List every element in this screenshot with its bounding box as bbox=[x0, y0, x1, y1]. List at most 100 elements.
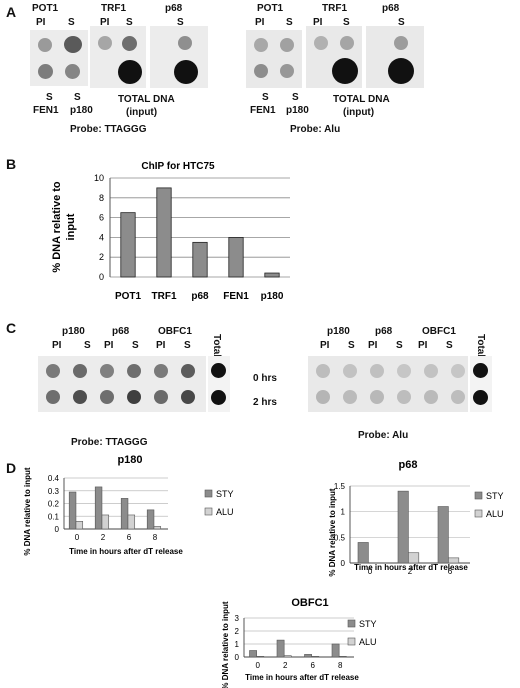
chart-obfc1: OBFC1 0 1 2 3 0 2 6 8 STY ALU Time in hours after d… bbox=[221, 597, 377, 688]
a-left-blot-2 bbox=[90, 26, 146, 88]
c-left-total: Total bbox=[211, 334, 222, 358]
chart-xtick: 6 bbox=[448, 567, 453, 576]
chart-p68: p68 0 0.5 1 1.5 0 2 6 STY ALU Time in hours after … bbox=[328, 459, 504, 577]
a-left-p180-label: p180 bbox=[70, 105, 93, 116]
legend-swatch-alu bbox=[474, 509, 483, 518]
chart-xtick: 8 bbox=[338, 661, 343, 670]
c-right-total-blot bbox=[470, 356, 492, 412]
a-right-lane-s-2: S bbox=[343, 17, 350, 28]
chart-bar-sty bbox=[146, 509, 155, 530]
c-right-group-p180: p180 bbox=[327, 326, 350, 337]
chart-title: p180 bbox=[117, 454, 142, 466]
c-left-lane-2: S bbox=[84, 340, 91, 351]
chart-title: p68 bbox=[399, 459, 418, 471]
chart-xtick: 0 bbox=[75, 533, 80, 542]
chart-ytick: 1 bbox=[341, 508, 346, 517]
blot-spot bbox=[46, 390, 60, 404]
a-left-s-label: S bbox=[46, 92, 53, 103]
chart-ylabel: % DNA relative to input bbox=[221, 601, 230, 688]
chart-b-ytick: 0 bbox=[99, 272, 104, 282]
blot-spot bbox=[451, 364, 465, 378]
c-left-lane-4: S bbox=[132, 340, 139, 351]
chart-bar-alu bbox=[153, 526, 162, 530]
blot-spot bbox=[127, 390, 141, 404]
chart-bar-sty bbox=[249, 650, 257, 658]
chart-xtick: 8 bbox=[153, 533, 158, 542]
c-right-lane-2: S bbox=[348, 340, 355, 351]
chart-b-xtick: p180 bbox=[261, 291, 284, 302]
chart-bar-alu bbox=[127, 514, 136, 530]
a-left-total-label: TOTAL DNA bbox=[118, 94, 175, 105]
c-left-lane-6: S bbox=[184, 340, 191, 351]
blot-spot bbox=[100, 390, 114, 404]
blot-spot bbox=[424, 390, 438, 404]
chart-ytick: 0 bbox=[235, 653, 240, 662]
chart-xtick: 0 bbox=[368, 567, 373, 576]
legend-label-sty: STY bbox=[359, 619, 377, 629]
blot-spot bbox=[181, 390, 195, 404]
blot-spot bbox=[316, 390, 330, 404]
chart-b-bar bbox=[228, 237, 244, 278]
chart-bar-sty bbox=[68, 491, 77, 530]
a-left-col-p68: p68 bbox=[165, 3, 183, 14]
panel-c-letter: C bbox=[6, 320, 17, 336]
c-right-total: Total bbox=[475, 334, 486, 358]
chart-bar-sty bbox=[94, 486, 103, 530]
a-left-lane-s-1: S bbox=[68, 17, 75, 28]
chart-b-ytick: 10 bbox=[94, 173, 104, 183]
chart-xlabel: Time in hours after dT release bbox=[245, 673, 359, 682]
chart-b-ytick: 2 bbox=[99, 252, 104, 262]
a-left-col-pot1: POT1 bbox=[32, 3, 59, 14]
legend-swatch-alu bbox=[347, 637, 356, 646]
chart-bar-sty bbox=[437, 506, 449, 564]
a-left-probe: Probe: TTAGGG bbox=[70, 124, 147, 135]
blot-spot bbox=[316, 364, 330, 378]
c-left-group-obfc1: OBFC1 bbox=[158, 326, 192, 337]
c-right-probe: Probe: Alu bbox=[358, 430, 409, 441]
chart-bar-sty bbox=[397, 490, 409, 564]
chart-bar-alu bbox=[311, 656, 320, 658]
a-left-lane-pi-1: PI bbox=[36, 17, 46, 28]
chart-ylabel: % DNA relative to input bbox=[328, 488, 337, 576]
chart-bar-alu bbox=[408, 552, 420, 564]
blot-spot bbox=[343, 364, 357, 378]
chart-ytick: 2 bbox=[235, 627, 240, 636]
chart-bar-sty bbox=[276, 639, 285, 658]
c-right-lane-1: PI bbox=[320, 340, 330, 351]
c-right-group-obfc1: OBFC1 bbox=[422, 326, 456, 337]
chart-ytick: 0.5 bbox=[334, 533, 346, 542]
c-right-lane-5: PI bbox=[418, 340, 428, 351]
chart-xtick: 2 bbox=[101, 533, 106, 542]
chart-b-ytick: 4 bbox=[99, 232, 104, 242]
a-right-input-label: (input) bbox=[343, 107, 375, 118]
blot-spot bbox=[154, 364, 168, 378]
chart-bar-sty bbox=[357, 542, 369, 564]
chart-bar-alu bbox=[101, 514, 110, 530]
chart-b-ytick: 6 bbox=[99, 213, 104, 223]
legend-swatch-sty bbox=[347, 619, 356, 628]
blot-spot bbox=[424, 364, 438, 378]
chart-b-bar bbox=[120, 212, 136, 278]
legend-label-alu: ALU bbox=[486, 509, 504, 519]
chart-title: OBFC1 bbox=[291, 597, 328, 609]
chart-xtick: 6 bbox=[127, 533, 132, 542]
a-right-fen1-label: FEN1 bbox=[250, 105, 276, 116]
legend-label-sty: STY bbox=[216, 489, 234, 499]
chart-xtick: 2 bbox=[283, 661, 288, 670]
blot-spot bbox=[127, 364, 141, 378]
blot-spot bbox=[397, 390, 411, 404]
c-time-2: 2 hrs bbox=[253, 397, 277, 408]
chart-ytick: 0 bbox=[341, 559, 346, 568]
chart-ylabel: % DNA relative to input bbox=[23, 467, 32, 555]
blot-spot bbox=[73, 364, 87, 378]
c-left-lane-5: PI bbox=[156, 340, 166, 351]
a-left-lane-s-2: S bbox=[126, 17, 133, 28]
chart-p180: p180 0 0.1 0.2 0.3 0.4 0 2 6 8 STY ALU Time in hours… bbox=[23, 454, 234, 556]
chart-bar-sty bbox=[304, 654, 312, 658]
a-right-lane-s-3: S bbox=[398, 17, 405, 28]
blot-spot bbox=[343, 390, 357, 404]
blot-spot bbox=[397, 364, 411, 378]
a-right-s-label: S bbox=[262, 92, 269, 103]
a-left-input-label: (input) bbox=[126, 107, 158, 118]
chart-ytick: 3 bbox=[235, 614, 240, 623]
